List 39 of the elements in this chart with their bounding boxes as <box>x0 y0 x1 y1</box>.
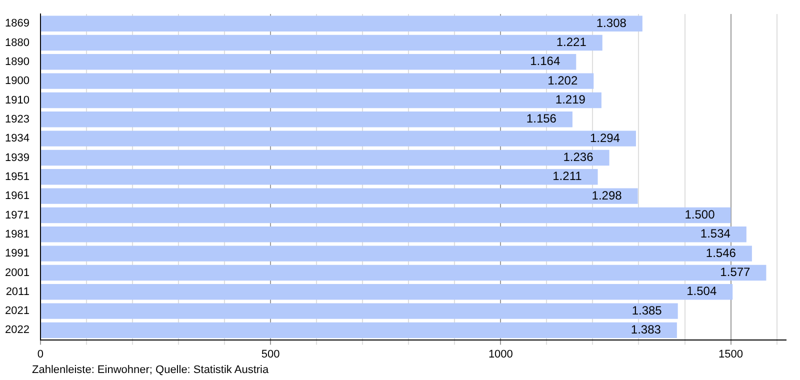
y-tick-label: 1923 <box>4 113 30 126</box>
data-label: 1.294 <box>590 130 620 145</box>
data-label: 1.164 <box>530 54 560 68</box>
y-tick-label: 1971 <box>4 209 30 222</box>
y-tick-label: 1869 <box>4 18 30 30</box>
data-label: 1.500 <box>684 208 716 222</box>
x-tick-label: 500 <box>261 348 280 360</box>
y-tick-label: 2001 <box>4 266 30 279</box>
data-label: 1.546 <box>706 246 736 260</box>
y-tick-label: 1880 <box>4 36 30 49</box>
y-tick-label: 1981 <box>4 228 30 240</box>
data-label: 1.202 <box>548 73 578 88</box>
data-label: 1.383 <box>630 322 662 337</box>
data-label: 1.219 <box>555 92 586 107</box>
y-tick-label: 1939 <box>4 152 30 164</box>
y-tick-label: 1934 <box>4 132 30 145</box>
y-tick-label: 2022 <box>4 324 30 336</box>
y-tick-label: 1910 <box>4 94 30 106</box>
data-label: 1.534 <box>700 226 731 241</box>
text: Zahlenleiste: Einwohner; Quelle: Statistik Austria <box>32 364 269 376</box>
x-tick-label: 1000 <box>488 348 513 360</box>
y-tick-label: 1951 <box>4 170 30 183</box>
y-tick-label: 1900 <box>4 75 30 88</box>
data-label: 1.236 <box>563 150 594 164</box>
data-label: 1.308 <box>596 16 627 30</box>
data-label: 1.504 <box>686 284 717 298</box>
data-label: 1.156 <box>526 112 557 126</box>
data-label: 1.577 <box>720 265 751 280</box>
y-tick-label: 2011 <box>6 286 30 298</box>
y-tick-label: 1890 <box>4 56 30 68</box>
y-tick-label: 2021 <box>4 305 30 318</box>
x-tick-label: 0 <box>37 348 44 360</box>
y-tick-label: 1991 <box>4 248 30 260</box>
data-label: 1.298 <box>592 188 622 202</box>
x-tick-label: 1500 <box>718 348 744 360</box>
y-tick-label: 1961 <box>4 190 30 202</box>
data-label: 1.385 <box>632 303 662 318</box>
data-label: 1.211 <box>552 169 582 184</box>
data-label: 1.221 <box>556 35 587 50</box>
